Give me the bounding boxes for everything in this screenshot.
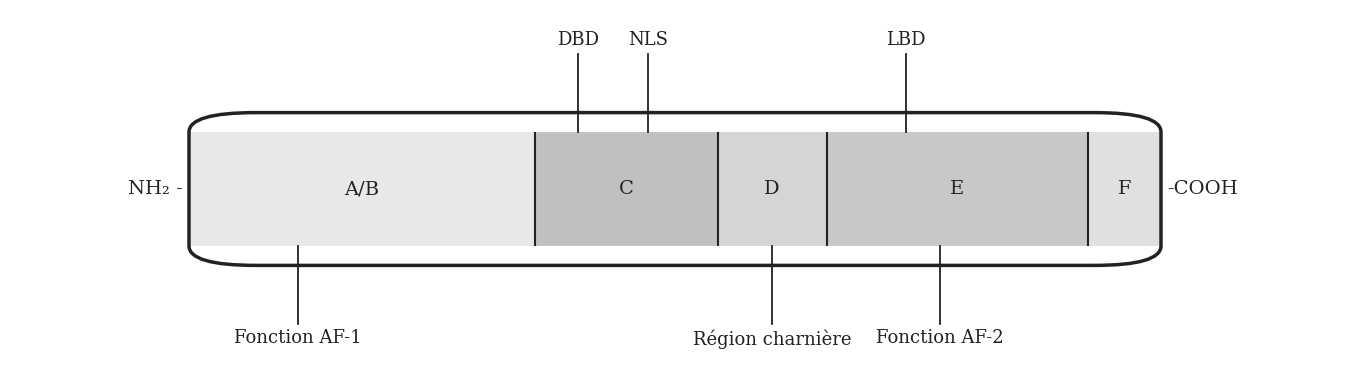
Text: F: F [1118, 180, 1131, 198]
Text: Région charnière: Région charnière [693, 329, 852, 349]
Text: DBD: DBD [556, 31, 599, 49]
Bar [536, 132, 718, 246]
Bar [718, 132, 826, 246]
Bar [826, 132, 1088, 246]
Text: D: D [764, 180, 780, 198]
Bar [1088, 132, 1161, 246]
Text: Fonction AF-1: Fonction AF-1 [235, 329, 362, 347]
Text: C: C [618, 180, 634, 198]
Text: LBD: LBD [886, 31, 926, 49]
Text: NLS: NLS [628, 31, 668, 49]
Bar [189, 132, 536, 246]
FancyBboxPatch shape [189, 132, 1161, 246]
Text: -COOH: -COOH [1166, 180, 1238, 198]
Text: Fonction AF-2: Fonction AF-2 [876, 329, 1003, 347]
Text: E: E [950, 180, 964, 198]
Text: NH₂ -: NH₂ - [128, 180, 184, 198]
Text: A/B: A/B [344, 180, 379, 198]
